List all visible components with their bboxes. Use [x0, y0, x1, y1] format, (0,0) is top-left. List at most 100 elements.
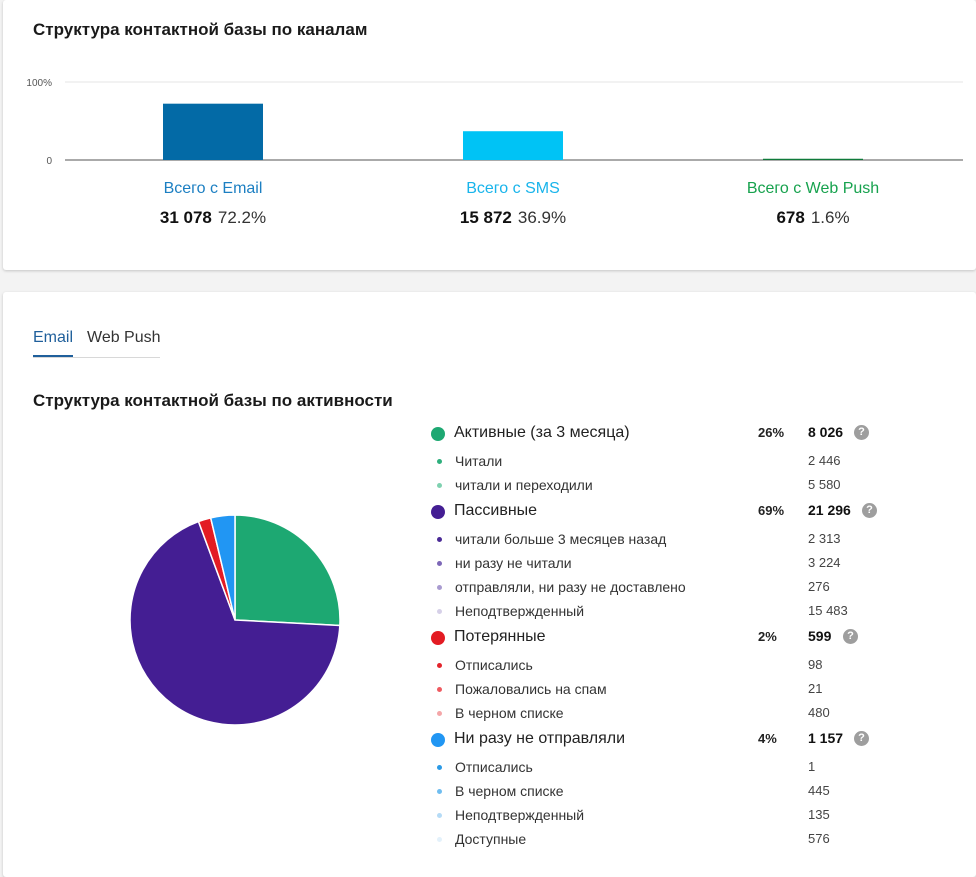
channel-stat-email: 31 078 72.2%: [63, 208, 363, 228]
tick-label-100: 100%: [26, 78, 52, 89]
legend-group-label: Ни разу не отправляли: [454, 730, 626, 747]
channel-stat-webpush: 678 1.6%: [663, 208, 963, 228]
channel-label-sms: Всего с SMS: [466, 180, 560, 197]
legend-group-row: Потерянные 2% 599?: [3, 627, 976, 651]
legend-subitem-row: В черном списке 445: [3, 780, 976, 804]
legend-subitem-count: 2 313: [808, 531, 841, 546]
legend-group-row: Пассивные 69% 21 296?: [3, 501, 976, 525]
channels-bar-chart: 100% 0: [26, 78, 963, 167]
legend-group-count: 599: [808, 628, 832, 644]
help-icon[interactable]: ?: [862, 503, 877, 518]
legend-subitem-label: В черном списке: [455, 783, 564, 799]
legend-subitem-count: 21: [808, 681, 823, 696]
tab-email[interactable]: Email: [33, 329, 74, 358]
legend-subitem-count: 2 446: [808, 453, 841, 468]
help-icon[interactable]: ?: [854, 731, 869, 746]
legend-subitem-label: отправляли, ни разу не доставлено: [455, 579, 686, 595]
bar-sms: [463, 131, 563, 160]
activity-card: Email Web Push Структура контактной базы…: [3, 292, 976, 877]
legend-subitem-dot: [437, 609, 442, 614]
activity-card-title: Структура контактной базы по активности: [33, 391, 393, 410]
legend-subitem-row: Отписались 98: [3, 654, 976, 678]
legend-subitem-dot: [437, 687, 442, 692]
legend-subitem-dot: [437, 837, 442, 842]
legend-subitem-dot: [437, 483, 442, 488]
help-icon[interactable]: ?: [843, 629, 858, 644]
legend-color-dot: [431, 505, 445, 519]
legend-subitem-dot: [437, 561, 442, 566]
legend-subitem-dot: [437, 813, 442, 818]
legend-subitem-dot: [437, 711, 442, 716]
legend-subitem-row: Читали 2 446: [3, 450, 976, 474]
legend-subitem-dot: [437, 765, 442, 770]
legend-subitem-row: В черном списке 480: [3, 702, 976, 726]
pie-slice-never-sent: [209, 514, 236, 621]
channel-percent-webpush: 1.6%: [810, 208, 850, 227]
channel-label-webpush: Всего с Web Push: [746, 180, 880, 197]
legend-subitem-row: Отписались 1: [3, 756, 976, 780]
channel-stat-sms: 15 872 36.9%: [363, 208, 663, 228]
legend-color-dot: [431, 733, 445, 747]
legend-subitem-row: ни разу не читали 3 224: [3, 552, 976, 576]
legend-subitem-label: Отписались: [455, 657, 533, 673]
tab-web-push[interactable]: Web Push: [87, 329, 161, 346]
channel-count-email: 31 078: [159, 208, 212, 227]
legend-group-count: 8 026: [808, 424, 844, 440]
legend-subitem-dot: [437, 585, 442, 590]
legend-group-count: 21 296: [808, 502, 851, 518]
legend-color-dot: [431, 631, 445, 645]
legend-subitem-label: В черном списке: [455, 705, 564, 721]
legend-subitem-count: 1: [808, 759, 816, 774]
legend-subitem-row: Пожаловались на спам 21: [3, 678, 976, 702]
channel-count-webpush: 678: [776, 208, 805, 227]
legend-subitem-count: 576: [808, 831, 830, 846]
channel-percent-email: 72.2%: [217, 208, 267, 227]
legend-group-label: Активные (за 3 месяца): [454, 424, 630, 441]
channels-card-title: Структура контактной базы по каналам: [33, 20, 368, 39]
legend-group-label: Пассивные: [454, 502, 538, 519]
legend-subitem-label: читали больше 3 месяцев назад: [455, 531, 667, 547]
legend-subitem-dot: [437, 459, 442, 464]
channels-card: Структура контактной базы по каналам 100…: [3, 0, 976, 270]
pie-slice-passive: [129, 520, 341, 726]
bar-email: [163, 103, 263, 160]
legend-subitem-row: Неподтвержденный 15 483: [3, 600, 976, 624]
legend-subitem-label: Доступные: [455, 831, 527, 847]
legend-group-row: Ни разу не отправляли 4% 1 157?: [3, 729, 976, 753]
channel-label-email: Всего с Email: [163, 180, 263, 197]
legend-color-dot: [431, 427, 445, 441]
legend-subitem-count: 445: [808, 783, 830, 798]
tabs-divider: [33, 357, 160, 358]
pie-slice-active: [234, 514, 341, 627]
legend-subitem-row: Доступные 576: [3, 828, 976, 852]
bar-webpush: [763, 158, 863, 160]
legend-subitem-label: Пожаловались на спам: [455, 681, 607, 697]
legend-subitem-label: Отписались: [455, 759, 533, 775]
channel-percent-sms: 36.9%: [517, 208, 567, 227]
legend-subitem-label: ни разу не читали: [455, 555, 572, 571]
legend-subitem-row: читали и переходили 5 580: [3, 474, 976, 498]
legend-group-percent: 2%: [758, 629, 777, 644]
legend-group-percent: 4%: [758, 731, 777, 746]
legend-subitem-dot: [437, 663, 442, 668]
legend-subitem-count: 480: [808, 705, 830, 720]
channel-count-sms: 15 872: [459, 208, 512, 227]
legend-subitem-row: Неподтвержденный 135: [3, 804, 976, 828]
legend-group-percent: 69%: [758, 503, 785, 518]
legend-subitem-count: 5 580: [808, 477, 841, 492]
legend-subitem-dot: [437, 537, 442, 542]
legend-subitem-label: читали и переходили: [455, 477, 593, 493]
legend-subitem-count: 15 483: [808, 603, 848, 618]
legend-group-percent: 26%: [758, 425, 785, 440]
legend-subitem-count: 3 224: [808, 555, 841, 570]
legend-group-label: Потерянные: [454, 628, 546, 645]
legend-subitem-label: Неподтвержденный: [455, 603, 585, 619]
help-icon[interactable]: ?: [854, 425, 869, 440]
tick-label-0: 0: [46, 156, 52, 167]
legend-subitem-row: читали больше 3 месяцев назад 2 313: [3, 528, 976, 552]
legend-subitem-row: отправляли, ни разу не доставлено 276: [3, 576, 976, 600]
legend-group-row: Активные (за 3 месяца) 26% 8 026?: [3, 423, 976, 447]
legend-subitem-label: Неподтвержденный: [455, 807, 585, 823]
legend-subitem-dot: [437, 789, 442, 794]
activity-pie-chart: [129, 514, 341, 726]
